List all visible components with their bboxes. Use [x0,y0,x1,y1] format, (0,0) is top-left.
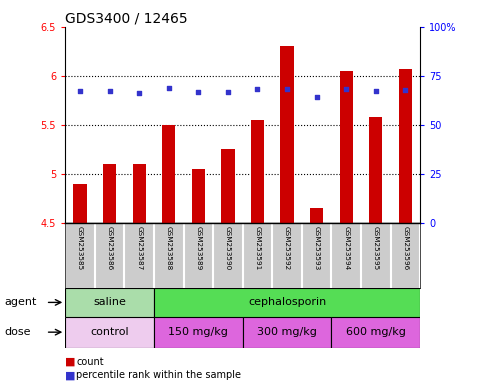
Bar [103,164,116,223]
Bar [73,184,86,223]
Point [372,88,380,94]
Text: agent: agent [5,297,37,308]
Bar [65,317,154,348]
Bar [154,317,243,348]
Text: ■: ■ [65,357,76,367]
Point [342,86,350,92]
Text: GSM253594: GSM253594 [343,226,349,270]
Bar [154,288,420,317]
Text: count: count [76,357,104,367]
Bar [340,71,353,223]
Text: GSM253586: GSM253586 [107,226,113,270]
Point [76,88,84,94]
Bar [65,288,154,317]
Point [106,88,114,94]
Text: GSM253588: GSM253588 [166,226,172,270]
Text: saline: saline [93,297,126,308]
Bar [369,117,383,223]
Text: GSM253595: GSM253595 [373,226,379,270]
Point [224,89,232,96]
Text: 150 mg/kg: 150 mg/kg [169,327,228,337]
Bar [399,69,412,223]
Point [135,90,143,96]
Bar [281,46,294,223]
Text: control: control [90,327,129,337]
Text: ■: ■ [65,370,76,380]
Bar [251,120,264,223]
Text: dose: dose [5,327,31,337]
Text: GSM253592: GSM253592 [284,226,290,270]
Text: GDS3400 / 12465: GDS3400 / 12465 [65,12,188,26]
Text: GSM253589: GSM253589 [195,226,201,270]
Bar [242,317,331,348]
Text: GSM253593: GSM253593 [313,226,320,270]
Text: GSM253585: GSM253585 [77,226,83,270]
Bar [192,169,205,223]
Text: percentile rank within the sample: percentile rank within the sample [76,370,242,380]
Point [165,84,172,91]
Point [195,89,202,96]
Text: cephalosporin: cephalosporin [248,297,326,308]
Bar [132,164,146,223]
Text: GSM253591: GSM253591 [255,226,260,270]
Bar [162,125,175,223]
Text: 600 mg/kg: 600 mg/kg [346,327,406,337]
Point [283,86,291,92]
Bar [221,149,235,223]
Text: GSM253587: GSM253587 [136,226,142,270]
Bar [310,208,323,223]
Text: GSM253596: GSM253596 [402,226,409,270]
Point [254,86,261,92]
Point [313,94,321,101]
Text: GSM253590: GSM253590 [225,226,231,270]
Bar [331,317,420,348]
Text: 300 mg/kg: 300 mg/kg [257,327,317,337]
Point [401,86,409,93]
